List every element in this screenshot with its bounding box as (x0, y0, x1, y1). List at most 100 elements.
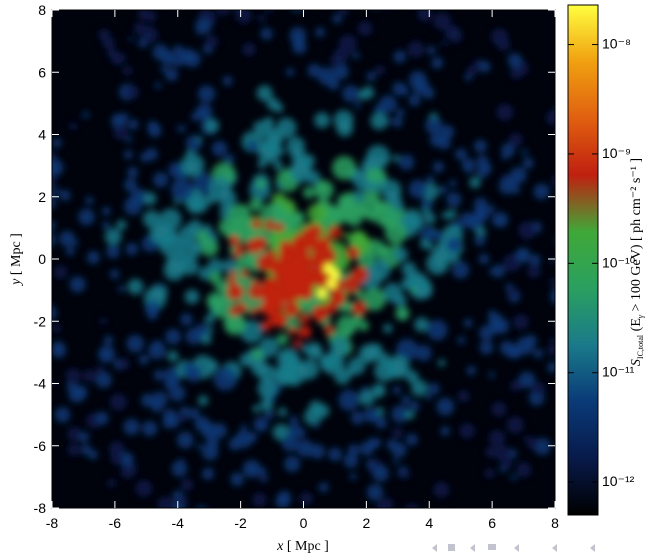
field-blob (395, 338, 419, 361)
field-blob (449, 241, 460, 252)
field-blob (198, 395, 209, 406)
field-blob (167, 350, 179, 362)
field-blob (212, 423, 227, 439)
field-blob (279, 148, 286, 155)
field-blob (185, 328, 203, 345)
field-blob (127, 35, 135, 43)
field-blob (115, 52, 126, 64)
field-blob (222, 524, 228, 530)
field-blob (33, 216, 48, 231)
field-core (287, 252, 296, 261)
field-blob (473, 209, 486, 222)
field-blob (73, 385, 88, 400)
field-blob (547, 344, 555, 356)
field-blob (101, 350, 111, 360)
field-blob (13, 351, 30, 368)
field-blob (148, 341, 166, 360)
field-blob (393, 294, 407, 308)
field-core (279, 286, 295, 302)
field-blob (281, 434, 299, 452)
field-blob (204, 118, 220, 133)
field-blob (392, 81, 406, 96)
field-blob (451, 261, 470, 279)
field-blob (154, 82, 162, 89)
field-blob (599, 306, 610, 317)
y-tick-label: 2 (38, 189, 46, 205)
y-tick-label: -8 (34, 500, 47, 516)
field-core (316, 237, 331, 252)
field-blob (283, 316, 300, 332)
field-blob (275, 182, 283, 190)
field-blob (143, 192, 157, 206)
field-blob (307, 63, 322, 78)
field-blob (113, 125, 128, 140)
field-blob (213, 367, 238, 391)
field-core (274, 222, 285, 233)
y-tick-label: -4 (34, 376, 47, 392)
field-blob (120, 112, 129, 121)
field-blob (222, 258, 237, 273)
field-blob (168, 162, 185, 178)
field-blob (416, 0, 432, 8)
field-core (266, 249, 277, 260)
field-core (256, 287, 268, 299)
field-blob (476, 155, 489, 168)
field-blob (422, 87, 435, 100)
field-core (286, 307, 295, 316)
field-blob (184, 289, 200, 305)
field-blob (120, 465, 134, 479)
field-blob (126, 334, 145, 353)
field-blob (432, 161, 444, 173)
field-blob (207, 258, 224, 275)
field-blob (516, 462, 532, 478)
field-blob (327, 78, 340, 91)
field-blob (206, 292, 223, 309)
field-blob (177, 124, 186, 133)
field-blob (271, 202, 282, 212)
y-tick-label: 8 (38, 2, 46, 18)
field-blob (491, 401, 507, 417)
field-blob (342, 330, 351, 339)
field-hotspot (323, 263, 334, 274)
field-blob (440, 40, 448, 47)
field-blob (82, 369, 96, 383)
field-blob (140, 152, 150, 163)
field-blob (218, 189, 237, 208)
field-blob (290, 147, 306, 163)
field-blob (525, 334, 537, 347)
field-blob (427, 319, 448, 341)
field-blob (492, 212, 509, 228)
field-blob (206, 326, 214, 334)
field-blob (354, 289, 365, 300)
field-blob (425, 116, 443, 135)
field-blob (95, 365, 105, 374)
field-blob (35, 165, 46, 176)
x-tick-label: -6 (109, 515, 122, 531)
field-blob (289, 27, 307, 44)
field-blob (78, 431, 90, 443)
field-blob (251, 348, 263, 360)
field-blob (409, 401, 420, 412)
field-blob (195, 17, 212, 34)
field-blob (411, 379, 428, 397)
field-blob (289, 415, 299, 425)
field-blob (433, 12, 451, 31)
field-blob (127, 166, 139, 178)
field-blob (256, 85, 273, 102)
field-blob (127, 119, 139, 130)
field-blob (102, 221, 111, 230)
field-core (250, 307, 259, 315)
field-blob (547, 361, 555, 373)
field-blob (475, 226, 487, 238)
field-blob (431, 57, 444, 69)
field-blob (265, 10, 274, 13)
colorbar-label: SIC,total (Eγ > 100 GeV) [ ph cm⁻² s⁻¹ ] (629, 158, 645, 366)
field-blob (109, 269, 120, 280)
colorbar-tick-label: 10⁻¹² (602, 473, 635, 489)
field-blob (0, 236, 8, 244)
field-blob (447, 209, 457, 219)
field-blob (366, 167, 382, 184)
field-blob (415, 344, 432, 362)
field-blob (294, 211, 305, 223)
field-blob (180, 478, 194, 492)
